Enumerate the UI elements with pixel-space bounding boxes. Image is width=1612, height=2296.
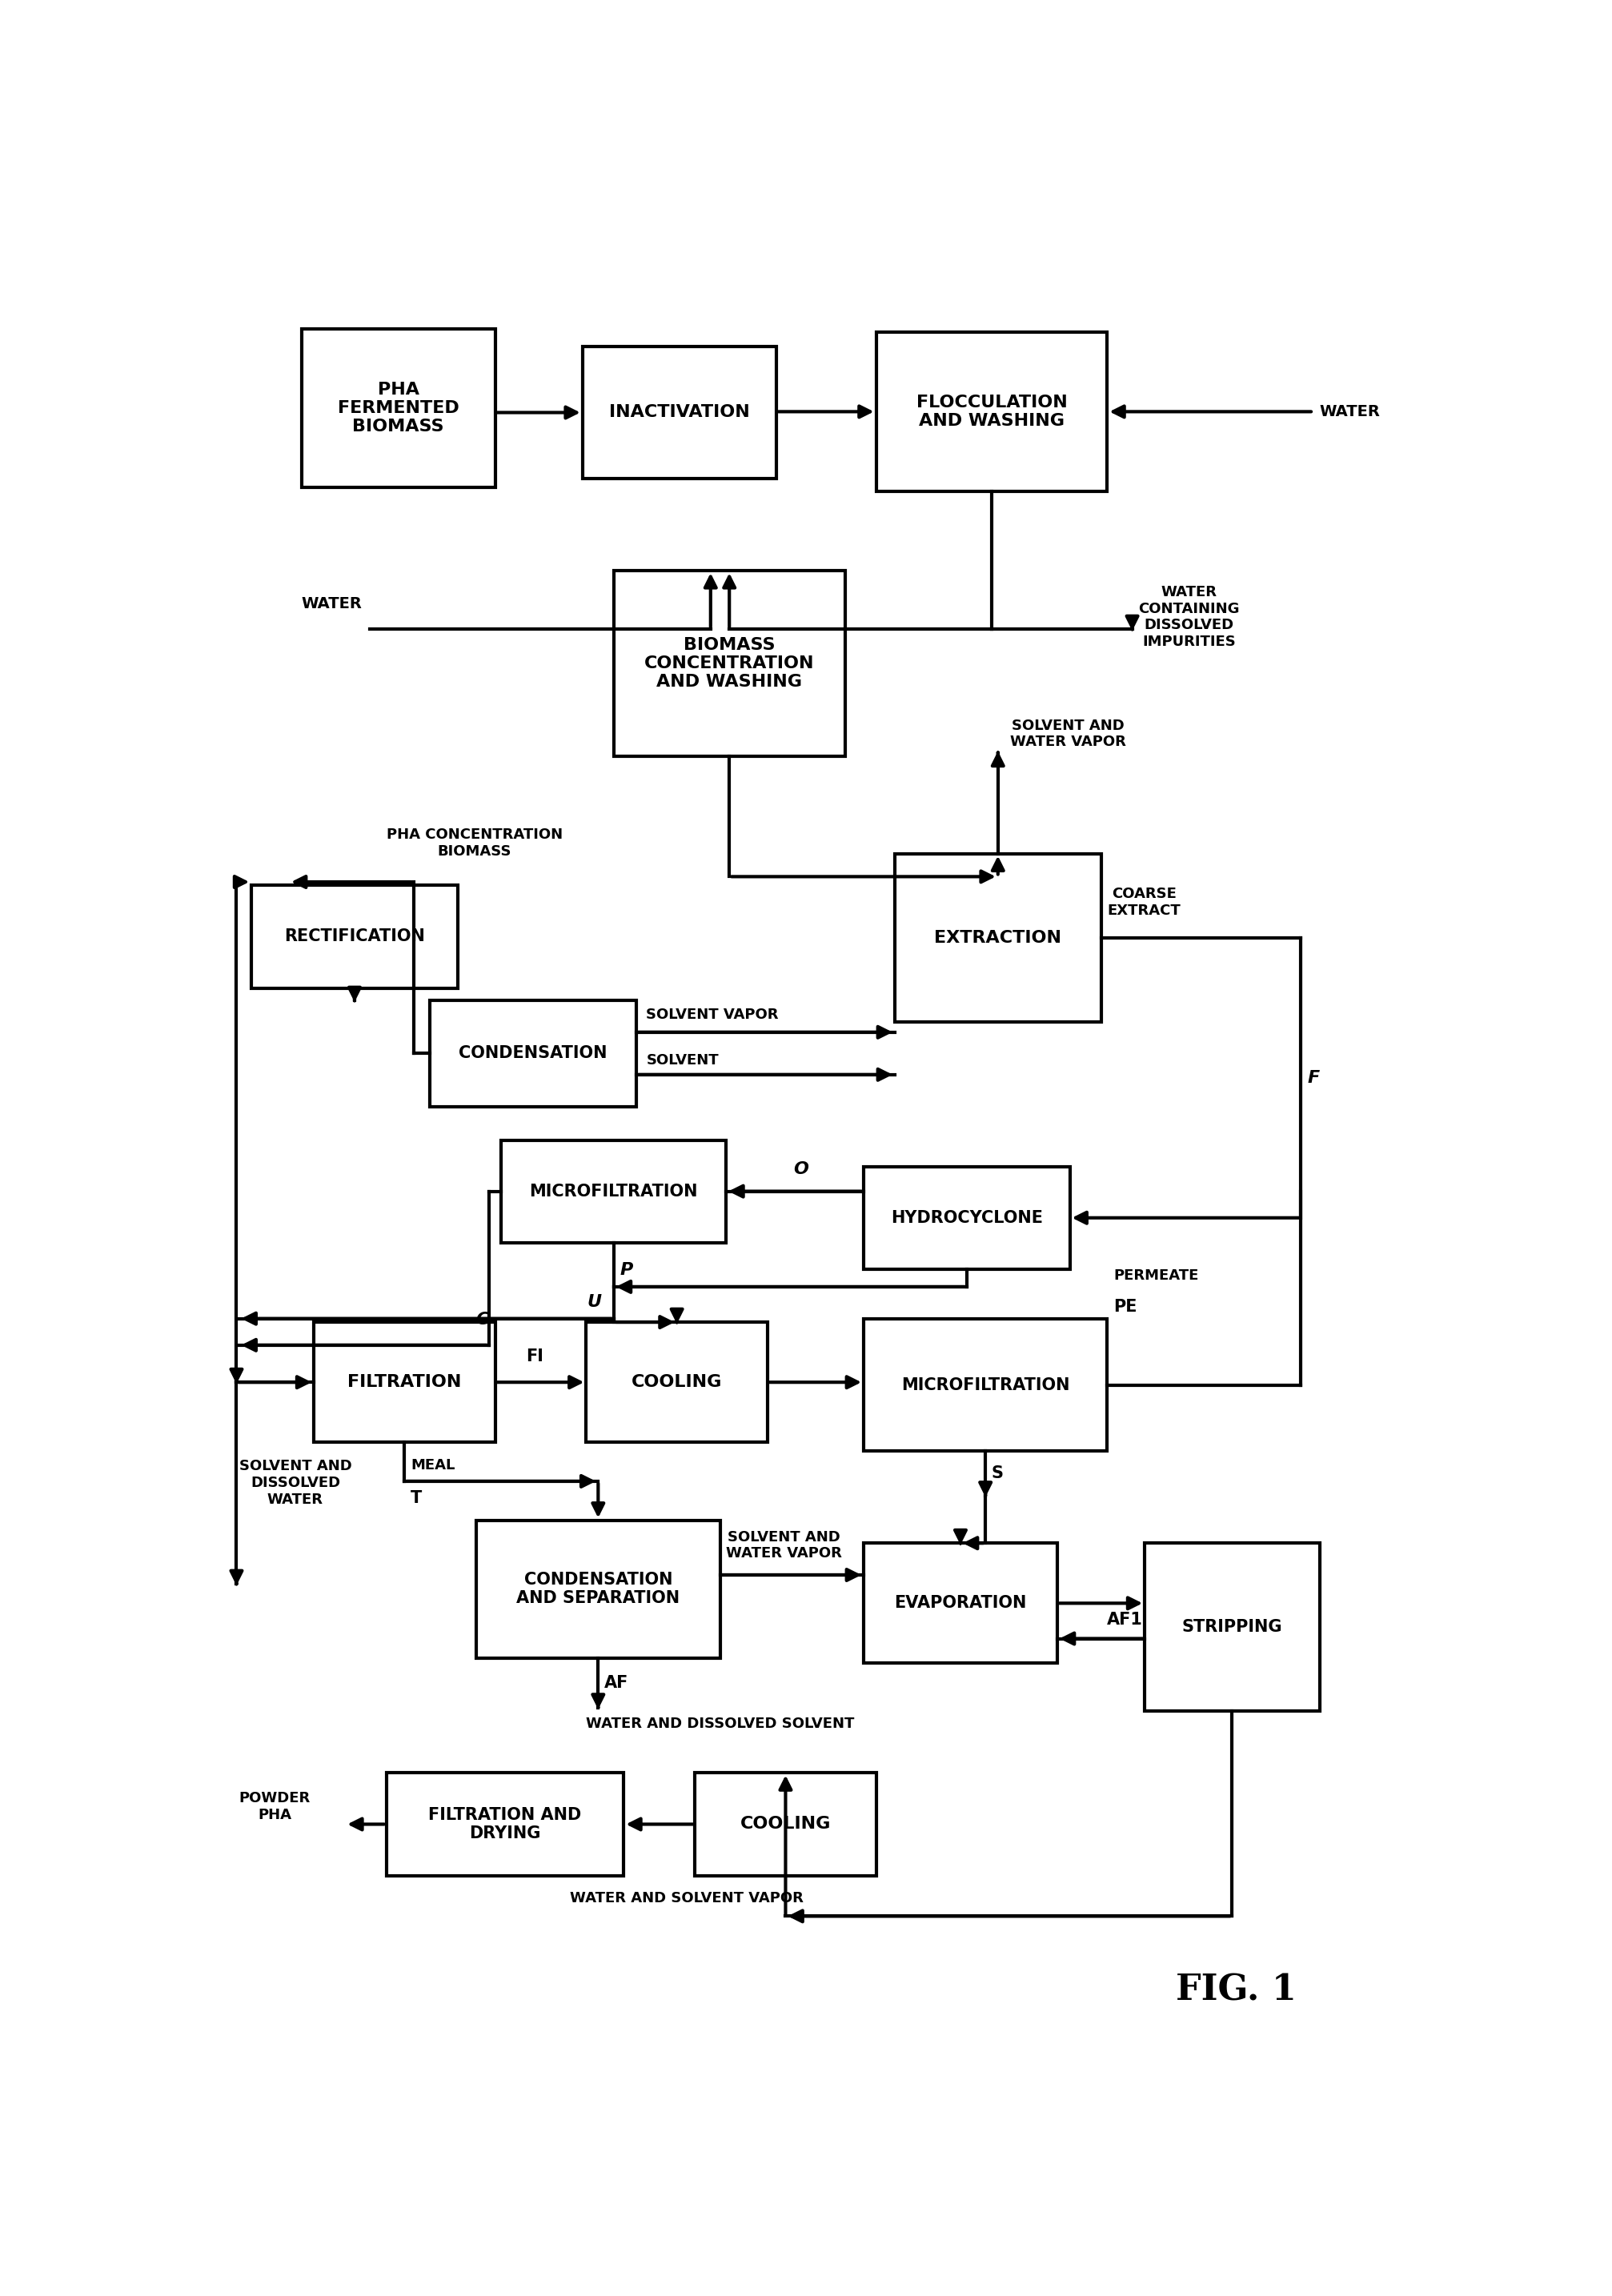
Text: U: U bbox=[587, 1293, 601, 1309]
Text: SOLVENT AND
DISSOLVED
WATER: SOLVENT AND DISSOLVED WATER bbox=[239, 1460, 351, 1506]
Text: PHA
FERMENTED
BIOMASS: PHA FERMENTED BIOMASS bbox=[337, 381, 459, 434]
Text: BIOMASS
CONCENTRATION
AND WASHING: BIOMASS CONCENTRATION AND WASHING bbox=[645, 636, 814, 691]
Text: CONDENSATION
AND SEPARATION: CONDENSATION AND SEPARATION bbox=[516, 1573, 680, 1607]
Text: CONDENSATION: CONDENSATION bbox=[459, 1045, 608, 1061]
Text: C: C bbox=[476, 1311, 488, 1327]
Bar bbox=[895, 854, 1101, 1022]
Text: FIG. 1: FIG. 1 bbox=[1177, 1972, 1296, 2007]
Text: RECTIFICATION: RECTIFICATION bbox=[284, 928, 426, 944]
Text: AF: AF bbox=[604, 1674, 629, 1690]
Text: SOLVENT AND
WATER VAPOR: SOLVENT AND WATER VAPOR bbox=[1011, 719, 1127, 748]
Text: FLOCCULATION
AND WASHING: FLOCCULATION AND WASHING bbox=[916, 395, 1067, 429]
Text: COARSE
EXTRACT: COARSE EXTRACT bbox=[1107, 886, 1180, 918]
Text: EXTRACTION: EXTRACTION bbox=[935, 930, 1062, 946]
Text: WATER
CONTAINING
DISSOLVED
IMPURITIES: WATER CONTAINING DISSOLVED IMPURITIES bbox=[1138, 585, 1240, 650]
Text: SOLVENT VAPOR: SOLVENT VAPOR bbox=[646, 1008, 779, 1022]
Bar bbox=[864, 1166, 1070, 1270]
Bar bbox=[877, 333, 1107, 491]
Bar bbox=[864, 1543, 1057, 1662]
Text: COOLING: COOLING bbox=[632, 1375, 722, 1391]
Text: COOLING: COOLING bbox=[740, 1816, 830, 1832]
Text: WATER: WATER bbox=[301, 597, 363, 611]
Text: SOLVENT: SOLVENT bbox=[646, 1054, 719, 1068]
Text: O: O bbox=[793, 1162, 809, 1178]
Bar bbox=[387, 1773, 624, 1876]
Bar bbox=[587, 1322, 767, 1442]
Bar bbox=[501, 1141, 725, 1242]
Text: WATER: WATER bbox=[1320, 404, 1380, 420]
Bar bbox=[314, 1322, 495, 1442]
Text: PERMEATE: PERMEATE bbox=[1114, 1270, 1199, 1283]
Text: P: P bbox=[621, 1263, 634, 1279]
Text: PHA CONCENTRATION
BIOMASS: PHA CONCENTRATION BIOMASS bbox=[387, 829, 563, 859]
Text: STRIPPING: STRIPPING bbox=[1182, 1619, 1283, 1635]
Text: FILTRATION AND
DRYING: FILTRATION AND DRYING bbox=[429, 1807, 582, 1841]
Bar bbox=[582, 347, 777, 480]
Bar bbox=[301, 328, 495, 487]
Text: HYDROCYCLONE: HYDROCYCLONE bbox=[891, 1210, 1043, 1226]
Text: S: S bbox=[991, 1465, 1004, 1481]
Bar bbox=[614, 572, 845, 755]
Text: POWDER
PHA: POWDER PHA bbox=[239, 1791, 311, 1823]
Text: FILTRATION: FILTRATION bbox=[348, 1375, 461, 1391]
Bar bbox=[430, 1001, 637, 1107]
Bar bbox=[695, 1773, 877, 1876]
Bar bbox=[251, 886, 458, 987]
Text: FI: FI bbox=[526, 1348, 543, 1364]
Text: MICROFILTRATION: MICROFILTRATION bbox=[901, 1378, 1070, 1394]
Text: AF1: AF1 bbox=[1107, 1612, 1143, 1628]
Text: EVAPORATION: EVAPORATION bbox=[895, 1596, 1027, 1612]
Text: SOLVENT AND
WATER VAPOR: SOLVENT AND WATER VAPOR bbox=[727, 1529, 841, 1561]
Bar bbox=[864, 1318, 1107, 1451]
Text: INACTIVATION: INACTIVATION bbox=[609, 404, 750, 420]
Bar bbox=[477, 1520, 721, 1658]
Text: MEAL: MEAL bbox=[411, 1458, 455, 1472]
Text: WATER AND SOLVENT VAPOR: WATER AND SOLVENT VAPOR bbox=[571, 1892, 804, 1906]
Text: F: F bbox=[1307, 1070, 1319, 1086]
Text: MICROFILTRATION: MICROFILTRATION bbox=[529, 1182, 698, 1199]
Text: T: T bbox=[411, 1490, 422, 1506]
Text: WATER AND DISSOLVED SOLVENT: WATER AND DISSOLVED SOLVENT bbox=[585, 1717, 854, 1731]
Text: PE: PE bbox=[1114, 1300, 1136, 1316]
Bar bbox=[1145, 1543, 1320, 1711]
